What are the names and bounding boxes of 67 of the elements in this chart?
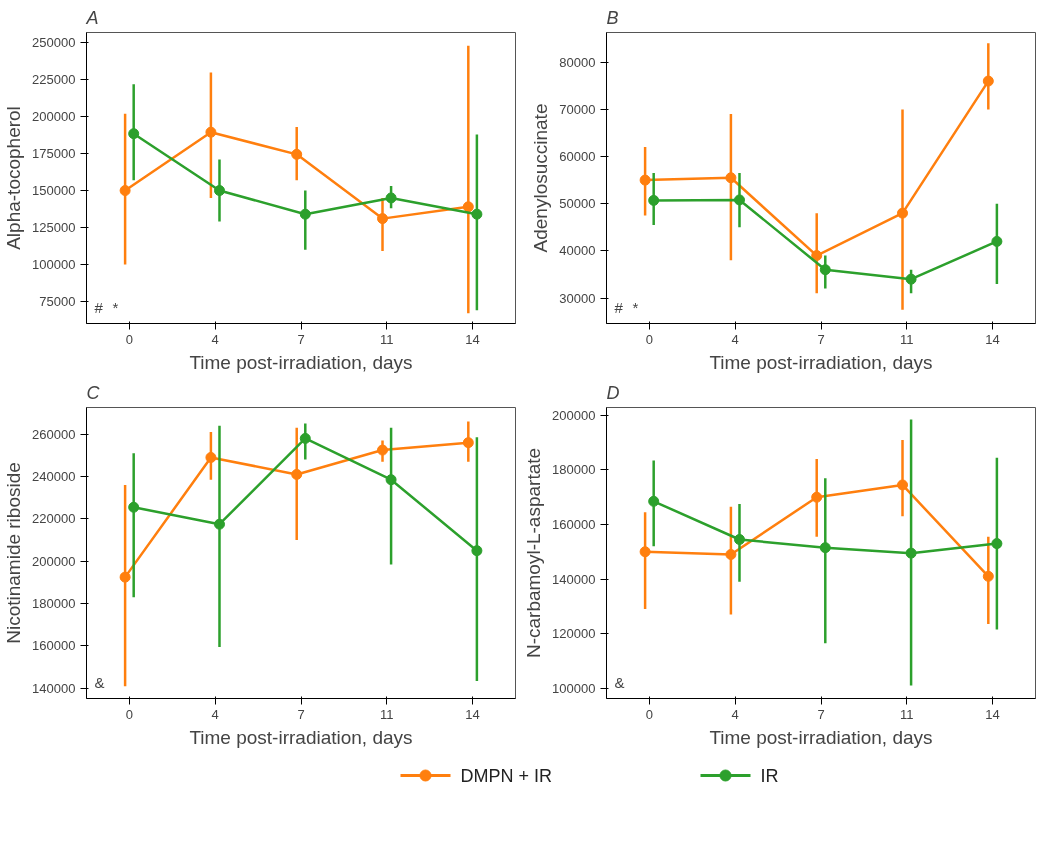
x-tick-label: 14 xyxy=(465,706,480,722)
y-axis-title: Adenylosuccinate xyxy=(530,103,552,253)
x-axis-title: Time post-irradiation, days xyxy=(189,726,413,748)
y-tick-label: 100000 xyxy=(32,256,76,272)
x-tick-label: 7 xyxy=(297,706,305,722)
y-tick-label: 160000 xyxy=(32,638,76,654)
y-tick-label: 100000 xyxy=(552,680,596,696)
y-tick-label: 260000 xyxy=(32,426,76,442)
chart-title: A xyxy=(85,7,99,28)
y-tick-label: 160000 xyxy=(552,517,596,532)
y-tick-label: 140000 xyxy=(32,680,76,696)
x-tick-label: 4 xyxy=(731,331,739,347)
y-tick-label: 250000 xyxy=(32,35,76,51)
x-axis-title: Time post-irradiation, days xyxy=(709,351,933,373)
y-tick-label: 220000 xyxy=(32,511,76,527)
x-tick-label: 14 xyxy=(465,331,480,347)
x-tick-label: 4 xyxy=(211,706,219,722)
y-tick-label: 200000 xyxy=(32,109,76,125)
annotation: * xyxy=(112,298,119,316)
y-tick-label: 30000 xyxy=(559,290,596,306)
y-axis-title: N-carbamoyl-L-aspartate xyxy=(523,447,545,659)
x-tick-label: 4 xyxy=(731,706,739,722)
x-tick-label: 7 xyxy=(817,331,825,347)
annotation: & xyxy=(94,673,105,691)
x-tick-label: 11 xyxy=(380,331,394,347)
x-tick-label: 11 xyxy=(900,331,914,347)
y-tick-label: 180000 xyxy=(32,596,76,612)
x-tick-label: 0 xyxy=(645,331,654,347)
x-tick-label: 14 xyxy=(985,331,1000,347)
x-tick-label: 0 xyxy=(645,706,654,722)
x-axis-title: Time post-irradiation, days xyxy=(709,726,933,748)
y-tick-label: 80000 xyxy=(559,54,596,70)
y-tick-label: 75000 xyxy=(39,293,76,309)
y-axis-title: Nicotinamide riboside xyxy=(3,462,25,644)
x-tick-label: 0 xyxy=(125,706,134,722)
y-tick-label: 60000 xyxy=(559,149,596,165)
x-tick-label: 4 xyxy=(211,331,219,347)
y-tick-label: 40000 xyxy=(559,243,596,259)
x-tick-label: 0 xyxy=(125,331,134,347)
y-tick-label: 150000 xyxy=(32,183,76,199)
y-tick-label: 120000 xyxy=(552,626,596,642)
y-tick-label: 225000 xyxy=(32,72,76,88)
annotation: # xyxy=(614,298,624,316)
x-tick-label: 7 xyxy=(297,331,305,347)
y-tick-label: 50000 xyxy=(559,196,596,212)
x-axis-title: Time post-irradiation, days xyxy=(189,351,413,373)
chart-title: B xyxy=(606,7,619,28)
y-tick-label: 125000 xyxy=(32,219,76,235)
y-tick-label: 240000 xyxy=(32,469,76,485)
chart-title: D xyxy=(606,382,620,403)
y-tick-label: 140000 xyxy=(552,571,596,587)
y-tick-label: 70000 xyxy=(559,101,596,117)
y-tick-label: 200000 xyxy=(32,553,76,569)
annotation: * xyxy=(632,298,639,316)
legend-label: IR xyxy=(760,765,779,786)
legend-label: DMPN + IR xyxy=(460,765,553,786)
y-tick-label: 175000 xyxy=(32,146,76,162)
x-tick-label: 14 xyxy=(985,706,1000,722)
annotation: # xyxy=(94,298,104,316)
x-tick-label: 7 xyxy=(817,706,825,722)
x-tick-label: 11 xyxy=(900,706,914,722)
y-tick-label: 200000 xyxy=(552,407,596,423)
chart-title: C xyxy=(86,382,101,403)
annotation: & xyxy=(614,673,625,691)
y-tick-label: 180000 xyxy=(552,462,596,478)
y-axis-title: Alpha-tocopherol xyxy=(3,106,25,250)
x-tick-label: 11 xyxy=(380,706,394,722)
